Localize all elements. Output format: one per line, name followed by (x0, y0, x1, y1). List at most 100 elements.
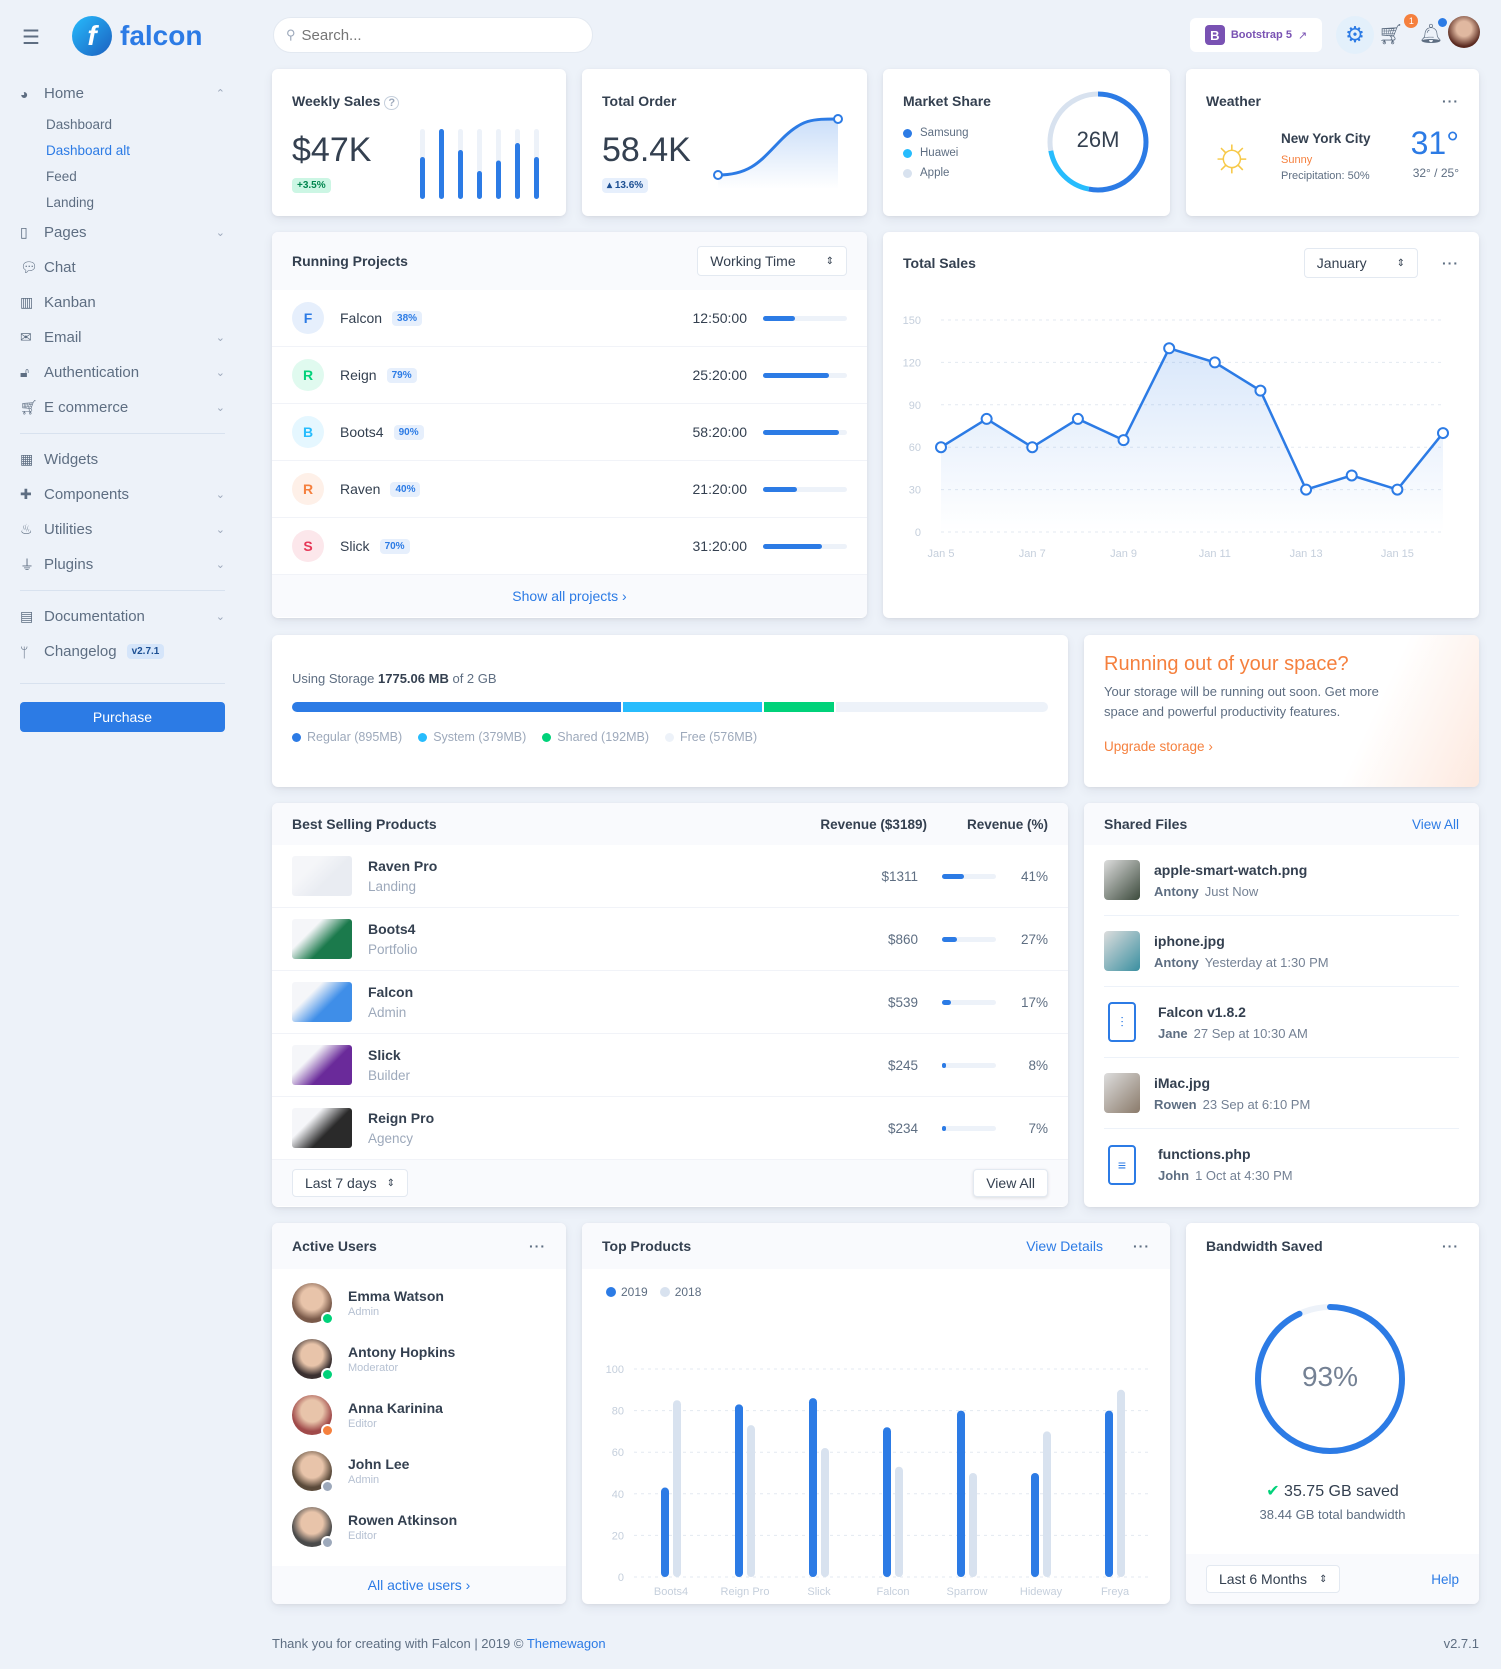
more-options-icon[interactable]: ··· (1442, 1238, 1459, 1254)
file-name[interactable]: iMac.jpg (1154, 1074, 1211, 1091)
sidebar-item-chat[interactable]: 💬︎ Chat (20, 250, 225, 285)
file-name[interactable]: apple-smart-watch.png (1154, 861, 1308, 878)
more-options-icon[interactable]: ··· (1442, 255, 1459, 271)
user-name[interactable]: Anna Karinina (348, 1400, 443, 1416)
sidebar-item-changelog[interactable]: ᛘ Changelog v2.7.1 (20, 634, 225, 669)
period-select[interactable]: Last 7 days ⇕ (292, 1169, 408, 1197)
product-thumbnail (292, 1045, 352, 1085)
help-icon[interactable]: ? (384, 96, 400, 110)
help-link[interactable]: Help (1431, 1571, 1459, 1587)
project-row[interactable]: F Falcon 38% 12:50:00 (272, 290, 867, 347)
sidebar-item-components[interactable]: ✚ Components ⌄ (20, 477, 225, 512)
product-row[interactable]: Reign Pro Agency $234 7% (272, 1097, 1068, 1160)
file-name[interactable]: Falcon v1.8.2 (1158, 1003, 1246, 1020)
puzzle-icon: ✚ (20, 486, 32, 502)
product-row[interactable]: Boots4 Portfolio $860 27% (272, 908, 1068, 971)
purchase-button[interactable]: Purchase (20, 702, 225, 732)
view-all-link[interactable]: View All (1411, 816, 1459, 832)
revenue-progress-bar (942, 1062, 996, 1068)
user-row[interactable]: John Lee Admin (272, 1443, 566, 1499)
product-row[interactable]: Falcon Admin $539 17% (272, 971, 1068, 1034)
sidebar-item-authentication[interactable]: 🔓︎ Authentication ⌄ (20, 355, 225, 390)
notifications-button[interactable]: 🔔︎ (1419, 18, 1448, 46)
sidebar-subitem-dashboard[interactable]: Dashboard (46, 116, 113, 132)
show-all-projects-link[interactable]: Show all projects › (272, 575, 867, 617)
product-row[interactable]: Slick Builder $245 8% (272, 1034, 1068, 1097)
weekly-sales-card: Weekly Sales ? $47K +3.5% (272, 69, 566, 216)
user-row[interactable]: Emma Watson Admin (272, 1275, 566, 1331)
user-avatar (292, 1451, 334, 1493)
user-avatar[interactable] (1448, 16, 1480, 48)
user-name[interactable]: Emma Watson (348, 1288, 444, 1304)
user-role: Moderator (348, 1362, 399, 1374)
legend-item: Huawei (903, 143, 1150, 163)
cart-button[interactable]: 🛒︎ 1 (1378, 14, 1419, 47)
file-name[interactable]: functions.php (1158, 1146, 1251, 1162)
legend-dot (418, 732, 428, 742)
legend-item[interactable]: 2019 (606, 1285, 648, 1299)
sidebar-item-email[interactable]: ✉ Email ⌄ (20, 320, 225, 355)
product-thumbnail (292, 982, 352, 1022)
project-row[interactable]: B Boots4 90% 58:20:00 (272, 404, 867, 461)
user-name[interactable]: Rowen Atkinson (348, 1512, 458, 1528)
file-row[interactable]: iMac.jpg Rowen 23 Sep at 6:10 PM (1104, 1058, 1459, 1129)
file-name[interactable]: iphone.jpg (1154, 932, 1225, 949)
y-tick-label: 80 (612, 1406, 624, 1418)
sidebar-subitem-dashboard-alt[interactable]: Dashboard alt (46, 142, 131, 158)
zip-file-icon: ⫶ (1108, 1002, 1136, 1042)
upgrade-storage-link[interactable]: Upgrade storage › (1104, 739, 1213, 754)
product-name[interactable]: Raven Pro (368, 858, 438, 874)
column-header-revenue[interactable]: Revenue ($3189) (820, 816, 927, 832)
product-name[interactable]: Falcon (368, 984, 414, 1000)
more-options-icon[interactable]: ··· (529, 1238, 546, 1254)
user-name[interactable]: Antony Hopkins (348, 1344, 456, 1360)
product-name[interactable]: Reign Pro (368, 1110, 435, 1126)
sidebar-item-e-commerce[interactable]: 🛒︎ E commerce ⌄ (20, 390, 225, 425)
x-tick-label: Hideway (1020, 1586, 1063, 1598)
y-tick-label: 100 (606, 1364, 624, 1376)
sidebar-item-pages[interactable]: ▯ Pages ⌄ (20, 215, 225, 250)
sidebar-item-widgets[interactable]: ▦ Widgets (20, 442, 225, 477)
user-row[interactable]: Anna Karinina Editor (272, 1387, 566, 1443)
sidebar-item-kanban[interactable]: ▥ Kanban (20, 285, 225, 320)
more-options-icon[interactable]: ··· (1133, 1238, 1150, 1254)
sidebar-subitem-landing[interactable]: Landing (46, 194, 95, 210)
column-header-revenue-percent[interactable]: Revenue (%) (966, 816, 1048, 832)
search-input[interactable] (301, 26, 562, 44)
file-row[interactable]: ≡ functions.php John 1 Oct at 4:30 PM (1104, 1129, 1459, 1200)
view-details-link[interactable]: View Details (1026, 1238, 1103, 1254)
project-row[interactable]: R Reign 79% 25:20:00 (272, 347, 867, 404)
sidebar-item-plugins[interactable]: ⏚ Plugins ⌄ (20, 547, 225, 582)
search-box[interactable]: ⚲ (273, 17, 593, 53)
sidebar-subitem-feed[interactable]: Feed (46, 168, 77, 184)
bandwidth-period-select[interactable]: Last 6 Months ⇕ (1206, 1565, 1341, 1593)
product-thumbnail (292, 856, 352, 896)
user-name[interactable]: John Lee (348, 1456, 410, 1472)
sidebar-item-home[interactable]: ◕ Home ⌃ (20, 76, 225, 111)
settings-button[interactable]: ⚙ (1336, 16, 1374, 54)
legend-item[interactable]: 2018 (659, 1285, 701, 1299)
product-name[interactable]: Slick (368, 1047, 401, 1063)
chevron-down-icon: ⌄ (215, 332, 225, 344)
user-row[interactable]: Antony Hopkins Moderator (272, 1331, 566, 1387)
product-row[interactable]: Raven Pro Landing $1311 41% (272, 845, 1068, 908)
brand-logo[interactable]: f falcon (72, 16, 202, 56)
sidebar-item-utilities[interactable]: ♨ Utilities ⌄ (20, 512, 225, 547)
project-row[interactable]: R Raven 40% 21:20:00 (272, 461, 867, 518)
all-active-users-link[interactable]: All active users › (272, 1566, 566, 1604)
themewagon-link[interactable]: Themewagon (526, 1636, 606, 1651)
working-time-select[interactable]: Working Time ⇕ (697, 246, 847, 276)
month-select[interactable]: January ⇕ (1303, 248, 1418, 278)
product-name[interactable]: Boots4 (368, 921, 416, 937)
file-row[interactable]: ⫶ Falcon v1.8.2 Jane 27 Sep at 10:30 AM (1104, 987, 1459, 1058)
file-time: 27 Sep at 10:30 AM (1193, 1025, 1308, 1041)
file-row[interactable]: iphone.jpg Antony Yesterday at 1:30 PM (1104, 916, 1459, 987)
user-row[interactable]: Rowen Atkinson Editor (272, 1499, 566, 1555)
view-all-button[interactable]: View All (973, 1169, 1048, 1197)
sidebar-item-documentation[interactable]: ▤ Documentation ⌄ (20, 599, 225, 634)
file-row[interactable]: apple-smart-watch.png Antony Just Now (1104, 845, 1459, 916)
menu-toggle-icon[interactable]: ☰ (22, 27, 40, 49)
project-row[interactable]: S Slick 70% 31:20:00 (272, 518, 867, 575)
more-options-icon[interactable]: ··· (1442, 93, 1459, 109)
bootstrap-5-link[interactable]: B Bootstrap 5 ↗ (1190, 18, 1322, 52)
